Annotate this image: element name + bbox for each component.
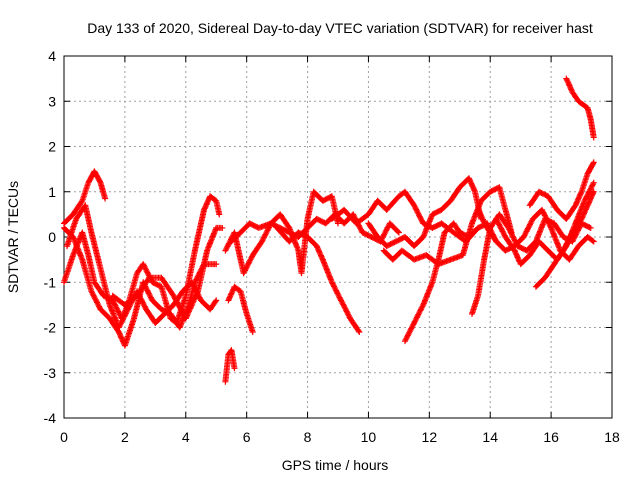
series-markers [274, 224, 363, 336]
y-tick-label: 2 [48, 139, 56, 155]
series-track2 [61, 193, 223, 326]
series-markers [61, 193, 223, 326]
chart-title: Day 133 of 2020, Sidereal Day-to-day VTE… [87, 20, 593, 36]
series-track20 [563, 75, 597, 141]
grid-lines [64, 56, 612, 418]
x-tick-label: 0 [60, 429, 68, 445]
data-series [61, 75, 597, 385]
series-markers [222, 347, 238, 385]
series-markers [225, 283, 256, 336]
series-track9 [228, 188, 341, 277]
series-track7 [225, 283, 256, 336]
x-tick-label: 6 [243, 429, 251, 445]
x-tick-label: 18 [604, 429, 620, 445]
series-track13 [380, 184, 515, 268]
series-track19 [532, 188, 597, 290]
x-tick-label: 4 [182, 429, 190, 445]
x-tick-label: 10 [361, 429, 377, 445]
series-markers [109, 224, 226, 322]
series-markers [526, 159, 597, 222]
x-tick-label: 2 [121, 429, 129, 445]
x-axis-label: GPS time / hours [282, 457, 389, 473]
y-axis-label: SDTVAR / TECUs [5, 181, 21, 293]
series-markers [563, 75, 597, 141]
y-tick-label: 4 [48, 48, 56, 64]
series-track12 [365, 175, 485, 250]
x-tick-label: 16 [543, 429, 559, 445]
y-tick-label: -3 [44, 365, 57, 381]
series-track1 [61, 168, 109, 227]
series-track18 [526, 159, 597, 222]
y-tick-label: -1 [44, 274, 57, 290]
y-tick-label: -2 [44, 320, 57, 336]
series-markers [365, 175, 485, 250]
x-tick-label: 12 [422, 429, 438, 445]
series-markers [380, 184, 515, 268]
series-markers [64, 202, 220, 331]
series-markers [532, 188, 597, 290]
x-tick-label: 14 [482, 429, 498, 445]
series-markers [475, 206, 597, 263]
series-track4 [64, 202, 220, 331]
series-markers [328, 188, 482, 245]
x-tick-label: 8 [304, 429, 312, 445]
y-tick-label: -4 [44, 410, 57, 426]
y-tick-label: 3 [48, 93, 56, 109]
y-tick-label: 0 [48, 229, 56, 245]
series-track16 [475, 206, 597, 263]
y-tick-label: 1 [48, 184, 56, 200]
series-track11 [328, 188, 482, 245]
series-markers [228, 188, 341, 277]
series-track5 [109, 224, 226, 322]
series-track10 [274, 224, 363, 336]
series-markers [61, 168, 109, 227]
series-track6 [222, 347, 238, 385]
